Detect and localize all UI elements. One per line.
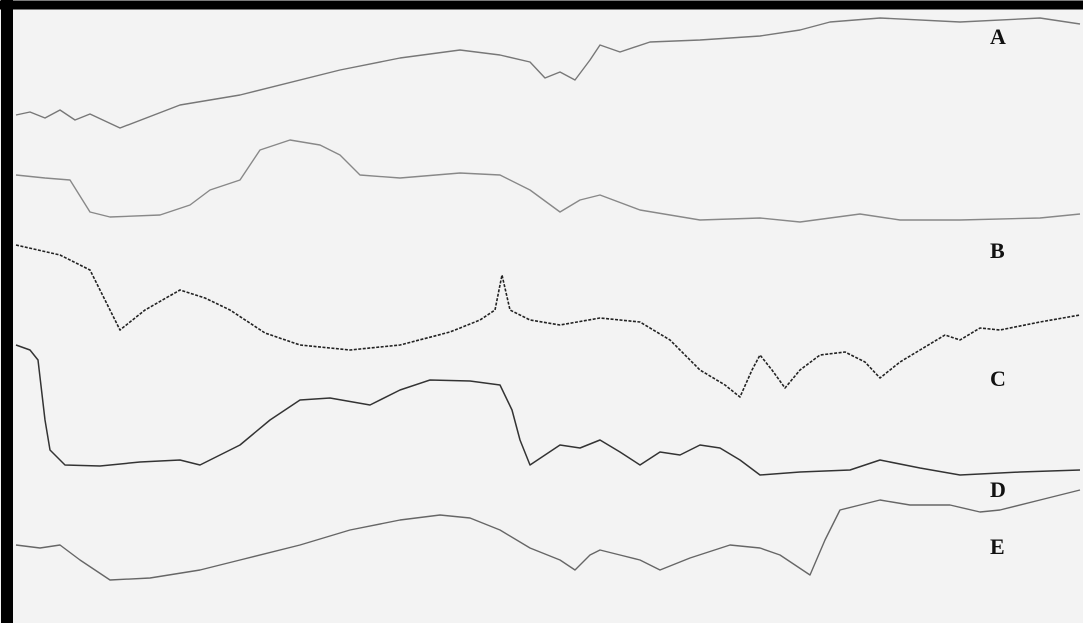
spectrum-a — [15, 17, 1081, 129]
spectrum-b — [15, 139, 1081, 223]
spectrum-c — [15, 244, 1081, 398]
spectrum-label: A — [990, 24, 1006, 49]
spectrum-label: D — [990, 477, 1006, 502]
spectrum-e — [15, 489, 1081, 581]
spectrum-d — [15, 344, 1081, 476]
spectrum-label: B — [990, 238, 1005, 263]
spectrum-label: C — [990, 366, 1006, 391]
spectrum-label: E — [990, 534, 1005, 559]
